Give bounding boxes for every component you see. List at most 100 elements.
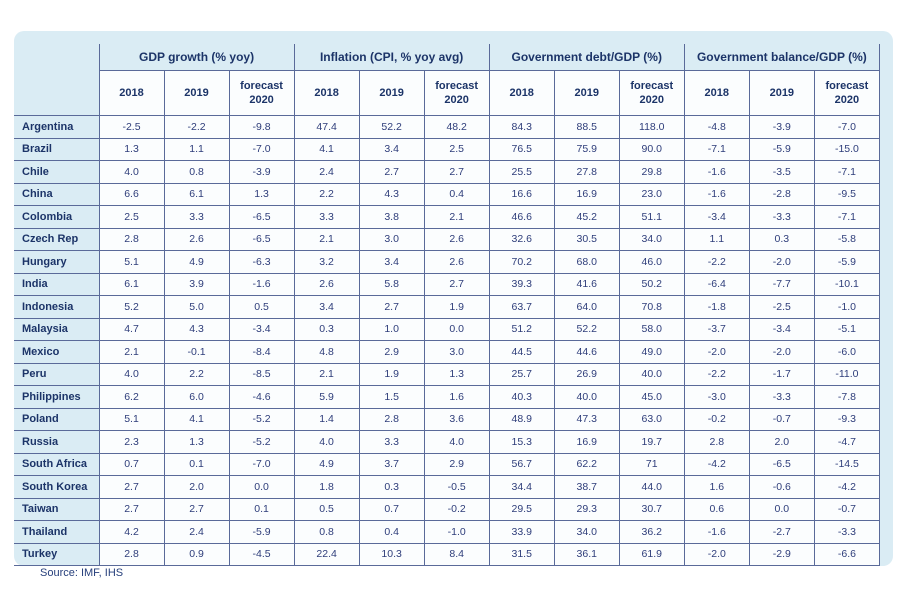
value-cell: 2.7 (98, 497, 165, 521)
value-cell: 4.7 (98, 317, 165, 341)
value-cell: 39.3 (488, 272, 555, 296)
value-cell: 1.5 (358, 385, 425, 409)
column-group-gdp-growth: GDP growth (% yoy) (98, 44, 295, 71)
value-cell: -15.0 (813, 137, 881, 161)
value-cell: -7.8 (813, 385, 881, 409)
value-cell: -0.1 (163, 340, 230, 364)
value-cell: 40.3 (488, 385, 555, 409)
value-cell: 1.1 (163, 137, 230, 161)
year-header: 2019 (163, 70, 230, 116)
year-header: 2019 (553, 70, 620, 116)
value-cell: -0.7 (748, 407, 815, 431)
value-cell: 0.1 (163, 452, 230, 476)
country-cell: Malaysia (14, 317, 100, 341)
value-cell: 2.7 (423, 160, 490, 184)
value-cell: 1.0 (358, 317, 425, 341)
value-cell: -3.4 (228, 317, 295, 341)
value-cell: 70.2 (488, 250, 555, 274)
year-header: forecast 2020 (228, 70, 295, 116)
value-cell: 1.8 (293, 475, 360, 499)
value-cell: -0.2 (423, 497, 490, 521)
value-cell: 4.9 (293, 452, 360, 476)
value-cell: 45.2 (553, 205, 620, 229)
table-row: Indonesia 5.2 5.0 0.5 3.4 2.7 1.9 63.7 64.0 70.8-… (14, 295, 881, 319)
value-cell: -4.6 (228, 385, 295, 409)
value-cell: -3.4 (748, 317, 815, 341)
value-cell: -3.3 (748, 385, 815, 409)
value-cell: 0.5 (228, 295, 295, 319)
value-cell: 6.1 (163, 182, 230, 206)
value-cell: -3.5 (748, 160, 815, 184)
value-cell: 45.0 (618, 385, 685, 409)
value-cell: 8.4 (423, 542, 490, 566)
value-cell: -4.2 (813, 475, 881, 499)
value-cell: 1.6 (683, 475, 750, 499)
value-cell: 2.0 (748, 430, 815, 454)
value-cell: 3.3 (163, 205, 230, 229)
value-cell: -7.0 (228, 137, 295, 161)
value-cell: 2.5 (423, 137, 490, 161)
value-cell: 31.5 (488, 542, 555, 566)
value-cell: -4.5 (228, 542, 295, 566)
value-cell: 1.9 (358, 362, 425, 386)
value-cell: -2.0 (748, 250, 815, 274)
value-cell: -8.5 (228, 362, 295, 386)
country-cell: Peru (14, 362, 100, 386)
value-cell: 70.8 (618, 295, 685, 319)
value-cell: 2.0 (163, 475, 230, 499)
column-group-inflation: Inflation (CPI, % yoy avg) (293, 44, 490, 71)
country-cell: Poland (14, 407, 100, 431)
value-cell: -8.4 (228, 340, 295, 364)
value-cell: 23.0 (618, 182, 685, 206)
value-cell: 4.0 (98, 362, 165, 386)
value-cell: 118.0 (618, 115, 685, 139)
value-cell: 34.4 (488, 475, 555, 499)
value-cell: 6.2 (98, 385, 165, 409)
value-cell: -1.0 (423, 520, 490, 544)
value-cell: 4.0 (293, 430, 360, 454)
value-cell: -6.5 (748, 452, 815, 476)
value-cell: 29.3 (553, 497, 620, 521)
value-cell: 4.1 (293, 137, 360, 161)
value-cell: 2.8 (358, 407, 425, 431)
value-cell: 5.1 (98, 407, 165, 431)
value-cell: 0.4 (423, 182, 490, 206)
value-cell: -3.3 (813, 520, 881, 544)
value-cell: -0.5 (423, 475, 490, 499)
table-row: China 6.6 6.1 1.3 2.2 4.3 0.4 16.6 16.9 23.0 -1.6-… (14, 182, 881, 206)
value-cell: 41.6 (553, 272, 620, 296)
value-cell: -7.0 (813, 115, 881, 139)
year-header: forecast 2020 (813, 70, 881, 116)
value-cell: 44.5 (488, 340, 555, 364)
table-row: Malaysia 4.7 4.3 -3.4 0.3 1.0 0.0 51.2 52.2 58.0-… (14, 317, 881, 341)
value-cell: 3.3 (293, 205, 360, 229)
value-cell: 3.4 (358, 250, 425, 274)
value-cell: 10.3 (358, 542, 425, 566)
value-cell: -2.2 (683, 362, 750, 386)
value-cell: 4.2 (98, 520, 165, 544)
value-cell: 2.7 (423, 272, 490, 296)
value-cell: 64.0 (553, 295, 620, 319)
table-row: Mexico 2.1 -0.1 -8.4 4.8 2.9 3.0 44.5 44.6 49.0 -2… (14, 340, 881, 364)
value-cell: -7.1 (813, 205, 881, 229)
value-cell: 5.0 (163, 295, 230, 319)
value-cell: 46.6 (488, 205, 555, 229)
country-cell: Colombia (14, 205, 100, 229)
value-cell: 71 (618, 452, 685, 476)
value-cell: 27.8 (553, 160, 620, 184)
value-cell: 6.6 (98, 182, 165, 206)
country-cell: South Korea (14, 475, 100, 499)
value-cell: 4.0 (98, 160, 165, 184)
country-cell: Indonesia (14, 295, 100, 319)
value-cell: 0.0 (228, 475, 295, 499)
value-cell: 3.4 (358, 137, 425, 161)
country-cell: China (14, 182, 100, 206)
value-cell: 1.9 (423, 295, 490, 319)
value-cell: 2.1 (293, 362, 360, 386)
year-header: 2018 (98, 70, 165, 116)
value-cell: -2.9 (748, 542, 815, 566)
table-row: Hungary 5.1 4.9 -6.3 3.2 3.4 2.6 70.2 68.0 46.0 -2… (14, 250, 881, 274)
value-cell: 4.3 (163, 317, 230, 341)
value-cell: 50.2 (618, 272, 685, 296)
table-row: South Korea 2.7 2.0 0.0 1.8 0.3 -0.5 34.4 38.7 44… (14, 475, 881, 499)
